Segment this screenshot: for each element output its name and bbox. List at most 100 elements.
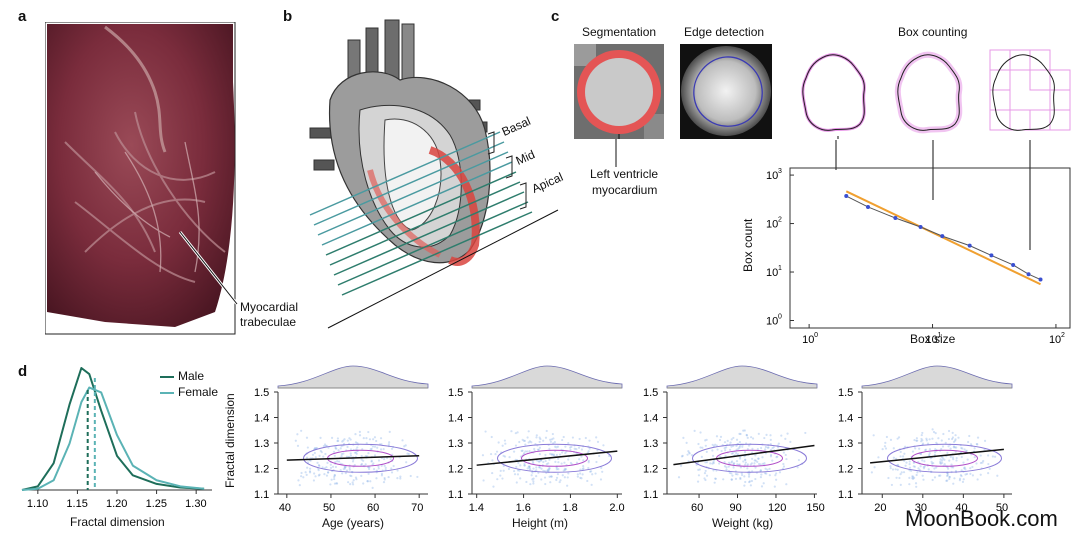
scatter-point: [699, 446, 702, 449]
scatter-point: [911, 477, 914, 480]
scatter-point: [769, 442, 772, 446]
scatter-x-tick-label: 40: [955, 502, 967, 514]
scatter-point: [581, 473, 584, 476]
scatter-point: [947, 429, 951, 433]
scatter-point: [700, 455, 703, 458]
scatter-point: [523, 464, 526, 467]
scatter-point: [358, 434, 362, 437]
scatter-point: [538, 436, 541, 439]
scatter-x-tick-label: 70: [411, 502, 423, 514]
scatter-point: [496, 478, 499, 481]
scatter-point: [336, 439, 339, 443]
scatter-point: [756, 460, 759, 463]
scatter-point: [703, 472, 707, 475]
scatter-point: [744, 463, 747, 466]
contour-outer: [887, 443, 1002, 473]
scatter-point: [364, 455, 367, 458]
scatter-point: [383, 478, 386, 481]
contour-outer: [497, 443, 612, 473]
scatter-point: [746, 436, 749, 439]
scatter-point: [939, 458, 942, 461]
scatter-point: [979, 454, 982, 457]
scatter-point: [751, 447, 754, 450]
scatter-point: [947, 445, 950, 448]
density-xlabel: Fractal dimension: [70, 515, 165, 529]
scatter-point: [362, 482, 365, 485]
scatter-point: [355, 452, 358, 455]
scatter-point: [337, 439, 340, 443]
legend-male: Male: [160, 370, 204, 382]
scatter-point: [366, 480, 370, 483]
scatter-point: [724, 454, 727, 457]
scatter-point: [696, 480, 700, 483]
scatter-xlabel-height: Height (m): [512, 516, 569, 530]
scatter-point: [949, 455, 952, 458]
scatter-point: [552, 454, 555, 457]
scatter-point: [934, 448, 937, 451]
scatter-point: [538, 446, 541, 449]
scatter-point: [331, 465, 335, 468]
scatter-point: [711, 462, 714, 465]
scatter-point: [775, 478, 778, 481]
scatter-point: [337, 449, 340, 452]
scatter-point: [326, 461, 329, 464]
scatter-point: [890, 483, 894, 487]
scatter-point: [680, 455, 684, 458]
scatter-point: [580, 477, 583, 480]
scatter-point: [705, 461, 709, 464]
scatter-point: [548, 475, 551, 478]
scatter-point: [991, 455, 994, 458]
scatter-point: [535, 436, 538, 439]
scatter-point: [563, 468, 567, 472]
scatter-point: [528, 440, 532, 443]
scatter-point: [521, 438, 524, 441]
scatter-point: [960, 474, 963, 478]
scatter-point: [682, 436, 685, 439]
scatter-point: [495, 450, 499, 453]
scatter-point: [945, 474, 949, 478]
scatter-point: [916, 439, 919, 442]
scatter-point: [362, 459, 365, 462]
scatter-x-tick-label: 50: [323, 502, 335, 514]
box-count-point: [989, 253, 994, 258]
scatter-point: [765, 472, 768, 475]
scatter-point: [499, 474, 502, 477]
scatter-point: [954, 434, 957, 437]
box-outline-fine: [801, 53, 866, 132]
scatter-point: [491, 459, 494, 462]
scatter-point: [944, 441, 947, 445]
y-tick-label: 10: [766, 170, 778, 182]
scatter-point: [964, 468, 967, 471]
scatter-point: [889, 467, 892, 470]
scatter-point: [557, 467, 560, 471]
scatter-point: [934, 432, 937, 435]
scatter-point: [327, 471, 330, 474]
scatter-point: [558, 480, 561, 484]
scatter-point: [778, 471, 782, 474]
scatter-point: [523, 464, 526, 467]
scatter-point: [969, 472, 972, 475]
scatter-point: [362, 436, 365, 440]
trabeculae-label-2: trabeculae: [240, 315, 297, 329]
scatter-point: [919, 465, 922, 468]
scatter-point: [404, 444, 407, 447]
scatter-point: [911, 450, 915, 453]
scatter-point: [532, 462, 535, 465]
scatter-point: [933, 476, 937, 479]
scatter-point: [569, 446, 572, 449]
scatter-point: [769, 438, 772, 441]
scatter-point: [963, 466, 966, 469]
scatter-point: [333, 482, 337, 485]
scatter-point: [738, 445, 741, 448]
legend-male-swatch: [160, 375, 174, 378]
scatter-point: [587, 450, 590, 453]
scatter-point: [527, 430, 530, 433]
scatter-point: [929, 457, 932, 460]
scatter-point: [407, 452, 411, 456]
scatter-point: [366, 479, 369, 483]
scatter-point: [598, 454, 601, 458]
scatter-point: [542, 460, 545, 464]
scatter-point: [528, 450, 531, 453]
scatter-point: [723, 441, 727, 444]
scatter-point: [738, 432, 741, 435]
